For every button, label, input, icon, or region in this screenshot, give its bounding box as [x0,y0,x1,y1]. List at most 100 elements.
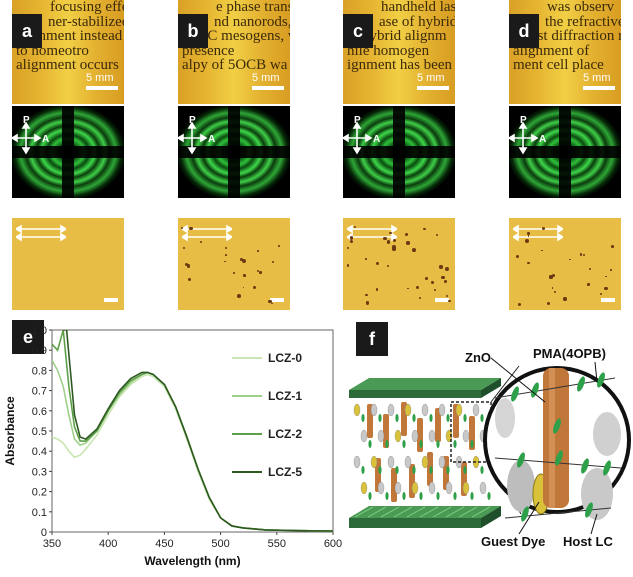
host-lc-molecule [421,403,429,417]
mesogenic-side-chain [555,450,563,466]
micrograph-scale-bar [270,298,284,302]
alignment-groove [432,506,452,518]
particle-aggregate [243,274,247,277]
polymer-segment [361,414,365,422]
particle-aggregate [424,276,428,280]
particle-aggregate [547,301,551,305]
background-text: was observ the refractive e first diffract… [509,0,621,73]
scale-bar [86,86,118,90]
polarizer-cross-icon [12,121,42,155]
conoscopic-image-b: PA [178,106,290,198]
particle-aggregate [542,227,546,231]
particle-aggregate [446,294,449,297]
polymer-segment [463,466,467,474]
particle-aggregate [386,264,390,268]
particle-aggregate [419,297,422,299]
conoscopic-image-c: PA [343,106,455,198]
rubbing-direction-arrows-icon [182,224,232,242]
polymer-segment [402,440,406,448]
particle-aggregate [268,299,272,304]
alignment-groove [380,506,400,518]
polymer-segment [419,492,423,500]
guest-dye-molecule [360,481,368,495]
host-lc-molecule [353,455,361,469]
y-tick-label: 0.9 [32,345,47,357]
polarizer-label: P [520,115,527,126]
particle-aggregate [515,254,519,258]
polymer-segment [446,466,450,474]
background-text-line: nd nanorods, e [214,13,290,30]
particle-aggregate [588,268,591,271]
host-lc-molecule [495,398,515,438]
x-tick-label: 600 [324,538,342,550]
polymer-segment [419,440,423,448]
alignment-groove [445,506,465,518]
alignment-groove [419,506,439,518]
particle-aggregate [563,297,567,301]
alignment-groove [367,506,387,518]
particle-aggregate [599,292,603,296]
background-text-line: e phase transi [216,0,290,15]
particle-aggregate [375,287,379,291]
polymer-segment [429,466,433,474]
particle-aggregate [448,299,451,303]
mesogenic-side-chain [521,506,529,522]
panel-label-f: f [356,322,388,356]
analyzer-label: A [373,134,380,145]
particle-aggregate [587,283,590,286]
panel-label-d: d [509,14,539,48]
guest-dye-molecule [411,481,419,495]
legend-label: LCZ-1 [268,389,302,403]
polymer-segment [378,414,382,422]
host-lc-molecule [438,455,446,469]
polymer-segment [395,414,399,422]
mesogenic-side-chain [581,458,589,474]
particle-aggregate [392,238,397,243]
guest-dye-molecule [455,403,463,417]
polymer-segment [385,492,389,500]
particle-aggregate [272,260,275,263]
legend-label: LCZ-5 [268,465,302,479]
y-tick-label: 0.8 [32,365,47,377]
series-line-lcz-5 [63,330,333,532]
particle-aggregate [239,258,243,262]
polarizer-label: P [23,115,30,126]
host-lc-molecule [445,481,453,495]
isogyre-horizontal [509,146,621,158]
rubbing-direction-arrows-icon [16,224,66,242]
particle-aggregate [441,275,445,280]
background-text-line: e first diffraction r [513,28,621,44]
y-tick-label: 0.1 [32,507,47,519]
background-text-line: ase of hybrid n [379,13,455,30]
host-lc-molecule [377,429,385,443]
polymer-segment [463,414,467,422]
polymer-segment [429,414,433,422]
x-tick-label: 500 [211,538,229,550]
host-lc-molecule [472,403,480,417]
zoom-leader-line [490,365,520,403]
particle-aggregate [252,285,257,290]
micrograph-scale-bar [601,298,615,302]
particle-aggregate [551,287,554,289]
x-tick-label: 350 [43,538,61,550]
host-lc-molecule [360,429,368,443]
scale-bar [583,86,615,90]
background-text-line: was observ [547,0,615,15]
particle-aggregate [569,258,571,261]
polymer-segment [480,414,484,422]
photo-panel-d: was observ the refractive e first diffract… [509,0,621,104]
host-lc-molecule [479,481,487,495]
particle-aggregate [349,239,354,244]
scale-bar-label: 5 mm [86,72,114,84]
polymer-segment [412,466,416,474]
mesogenic-side-chain [511,386,519,402]
particle-aggregate [346,263,350,267]
particle-aggregate [444,279,447,283]
panel-label-b: b [178,14,208,48]
particle-aggregate [430,280,434,284]
particle-aggregate [233,271,236,274]
micrograph-b [178,218,290,310]
particle-aggregate [186,264,191,268]
panel-label-e: e [12,320,44,354]
